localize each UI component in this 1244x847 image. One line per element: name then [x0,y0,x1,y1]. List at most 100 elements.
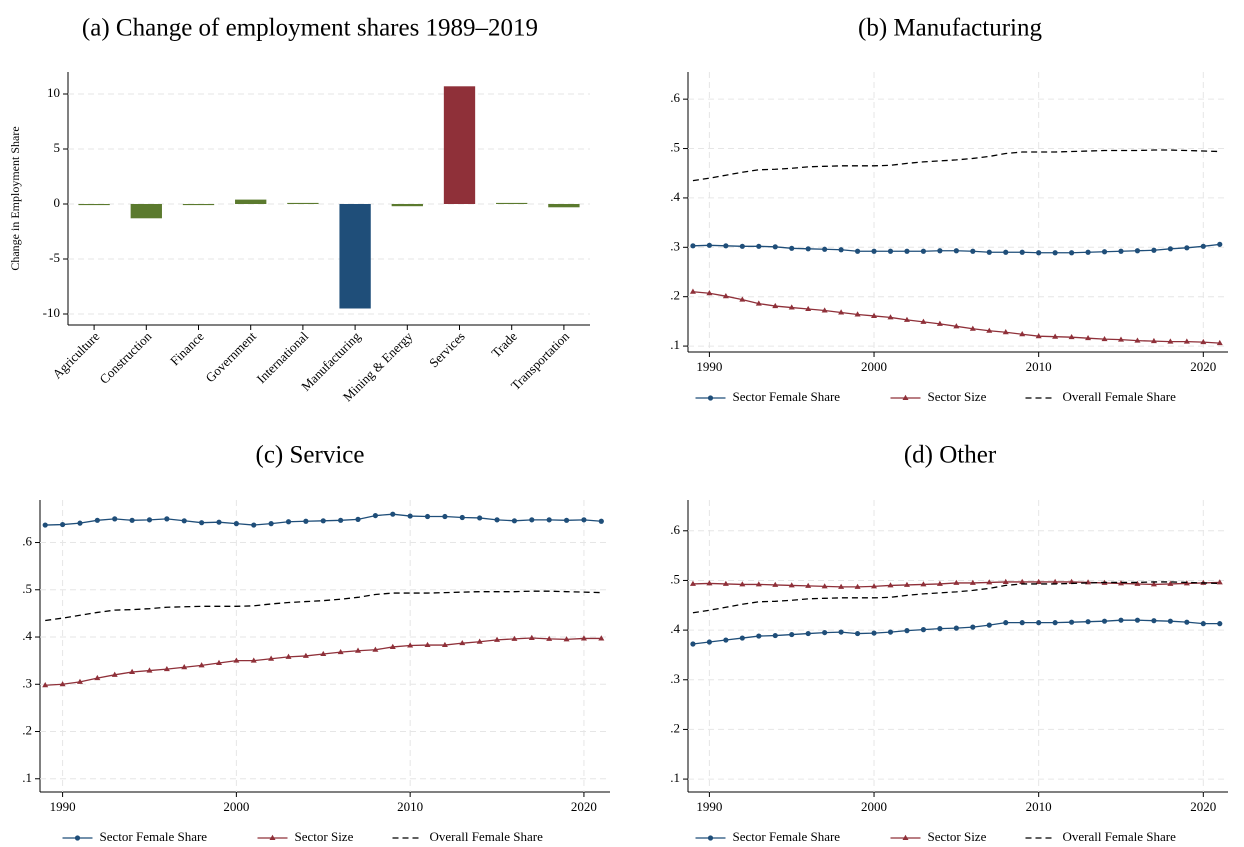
point [529,517,535,523]
point [755,581,762,587]
point [285,653,292,659]
x-tick-label: Construction [96,328,154,386]
legend-label: Overall Female Share [1063,389,1177,404]
series-line [692,581,1220,614]
point [355,647,362,653]
bar [339,204,371,309]
legend-label: Sector Size [928,829,987,844]
point [871,312,878,318]
point [838,309,845,315]
point [1052,333,1059,339]
x-tick-label: Services [426,329,468,371]
y-tick-label: .5 [22,581,32,596]
point [1085,334,1092,341]
point [805,246,811,252]
point [164,516,170,522]
point [953,323,960,329]
point [163,665,170,672]
point [903,581,910,587]
y-tick-label: .1 [670,337,680,352]
point [1002,578,1009,584]
point [389,643,396,649]
point [1184,245,1190,251]
point [871,583,878,589]
point [805,630,811,637]
point [970,624,976,630]
point [953,625,959,631]
point [1118,617,1124,623]
point [904,248,910,254]
point [937,248,943,254]
point [755,300,762,306]
point [706,290,713,296]
point [937,626,943,632]
point [838,583,845,589]
point [372,512,378,519]
bar [130,204,162,219]
point [723,243,729,249]
point [1085,249,1091,255]
point [969,579,976,585]
chart-title: (a) Change of employment shares 1989–201… [82,15,538,42]
point [772,581,779,587]
point [871,248,877,254]
point [739,243,745,249]
point [181,518,187,524]
point [986,622,992,628]
point [1134,248,1141,254]
point [563,517,570,523]
point [903,316,910,322]
point [111,671,118,677]
legend-label: Sector Female Share [733,829,841,844]
y-tick-label: 10 [47,85,60,100]
point [1200,621,1206,627]
x-tick-label: 2000 [861,799,887,814]
point [1068,578,1075,584]
point [303,518,309,524]
y-tick-label: .3 [670,671,680,686]
point [337,648,344,655]
point [1167,246,1173,252]
y-tick-label: .6 [670,522,680,537]
point [424,641,431,648]
point [181,664,188,670]
x-tick-label: Trade [488,328,520,360]
y-tick-label: 5 [54,140,61,155]
point [355,516,361,522]
point [268,655,275,661]
point [739,635,745,641]
point [198,662,205,668]
x-tick-label: Finance [167,328,207,368]
point [407,642,414,648]
point [920,248,927,254]
point [129,517,135,523]
point [1068,333,1075,340]
series-line [692,149,1220,182]
point [94,674,101,681]
point [546,517,552,523]
point [59,681,66,687]
point [904,628,910,634]
point [689,288,696,294]
point [969,325,976,331]
point [42,522,48,528]
point [756,633,762,639]
point [407,513,413,519]
point [1035,332,1042,339]
point [1183,338,1190,344]
bar [182,204,215,206]
point [250,657,257,663]
point [1151,247,1157,253]
point [936,320,943,326]
point [1117,580,1124,586]
point [788,582,795,588]
legend-marker [269,834,276,840]
x-tick-label: 2000 [223,799,249,814]
point [920,627,927,633]
point [459,639,466,646]
point [1216,339,1223,346]
point [1134,617,1141,623]
x-tick-label: 2010 [1026,799,1052,814]
point [1052,578,1059,584]
point [1052,250,1058,256]
